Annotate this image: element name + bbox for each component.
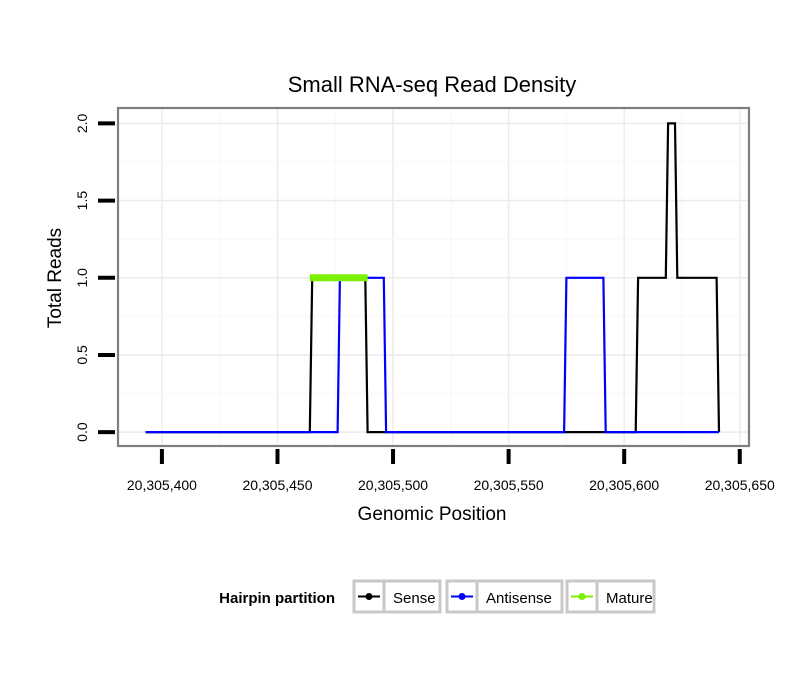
legend-frame — [445, 579, 564, 614]
x-tick-label: 20,305,500 — [358, 477, 428, 493]
legend-label-mature: Mature — [606, 590, 653, 607]
legend-item-antisense: Antisense — [445, 579, 564, 614]
y-tick-label: 0.0 — [74, 422, 90, 442]
plot-border — [116, 106, 751, 448]
x-tick-label: 20,305,450 — [242, 477, 312, 493]
x-tick-label: 20,305,600 — [589, 477, 659, 493]
series-lines — [145, 122, 721, 434]
y-axis-label: Total Reads — [45, 228, 66, 328]
legend-frame — [565, 579, 656, 614]
legend-item-mature: Mature — [565, 579, 656, 614]
series-line-antisense — [145, 276, 719, 434]
y-tick-label: 1.0 — [74, 268, 90, 288]
legend-label-antisense: Antisense — [486, 590, 552, 607]
x-axis-label: Genomic Position — [358, 504, 507, 525]
legend-title: Hairpin partition — [219, 590, 335, 607]
y-tick-label: 1.5 — [74, 191, 90, 211]
legend: Hairpin partition Sense Antisense Mature — [219, 579, 656, 614]
x-tick-label: 20,305,400 — [127, 477, 197, 493]
legend-key-dot — [458, 593, 466, 600]
y-tick-label: 0.5 — [74, 345, 90, 365]
x-tick-label: 20,305,650 — [705, 477, 775, 493]
legend-key-dot — [365, 593, 373, 600]
axes: 20,305,400 20,305,450 20,305,500 20,305,550… — [74, 106, 775, 493]
y-tick-label: 2.0 — [74, 113, 90, 133]
x-tick-label: 20,305,550 — [474, 477, 544, 493]
chart-title: Small RNA-seq Read Density — [288, 72, 577, 97]
legend-frame — [352, 579, 442, 614]
legend-label-sense: Sense — [393, 590, 436, 607]
legend-key-dot — [578, 593, 586, 600]
legend-item-sense: Sense — [352, 579, 442, 614]
